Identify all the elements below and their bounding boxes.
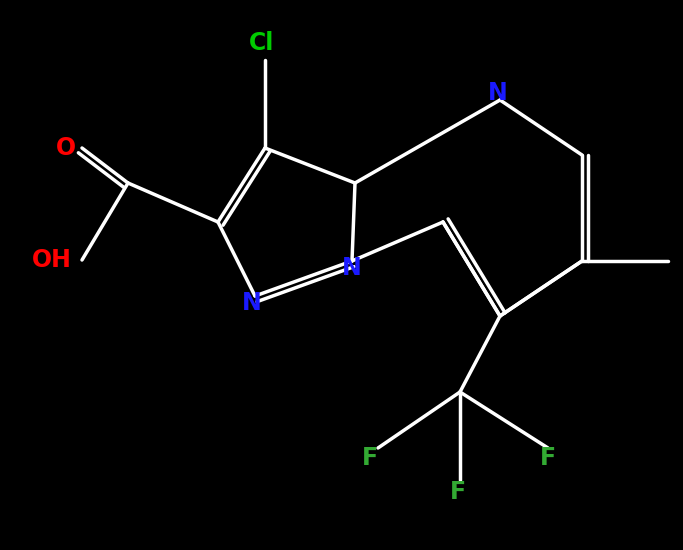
Text: N: N (488, 81, 508, 105)
Text: N: N (242, 291, 262, 315)
Text: F: F (450, 480, 466, 504)
Text: Cl: Cl (249, 31, 275, 55)
Text: F: F (362, 446, 378, 470)
Text: N: N (342, 256, 362, 280)
Text: O: O (56, 136, 76, 160)
Text: F: F (540, 446, 556, 470)
Text: OH: OH (32, 248, 72, 272)
